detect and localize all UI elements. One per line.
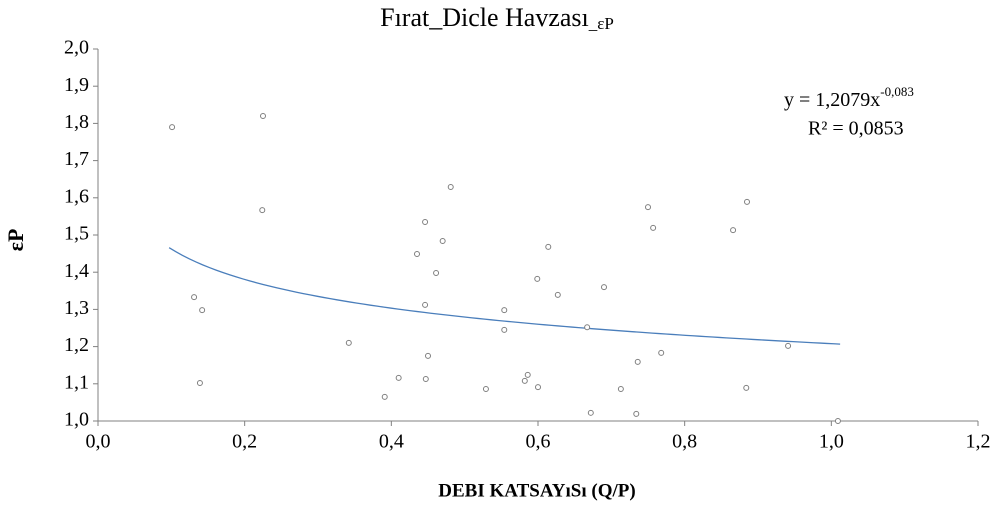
point (425, 352, 431, 359)
point (196, 380, 203, 387)
point (744, 198, 750, 205)
title-main: Fırat_Dicle Havzası (380, 3, 589, 32)
point (743, 384, 750, 391)
x-axis-label: DEBI KATSAYıSı (Q/P) (438, 480, 635, 501)
point (545, 243, 552, 250)
x-tick-label: 0,8 (672, 431, 697, 453)
point (584, 324, 591, 331)
point (414, 250, 420, 257)
point (617, 386, 624, 393)
trendline (168, 247, 841, 345)
y-tick-label: 1,0 (64, 409, 89, 431)
equation-exponent: -0,083 (880, 84, 914, 99)
title-subscript: _εP (588, 14, 614, 33)
y-axis-label: εP (3, 229, 28, 252)
point (834, 418, 841, 424)
y-tick-label: 1,4 (64, 260, 89, 282)
x-tick-label: 0,4 (379, 431, 404, 453)
point (633, 410, 640, 417)
equation: y = 1,2079x (784, 89, 880, 111)
point (395, 374, 402, 381)
point (601, 284, 607, 291)
point (259, 207, 266, 214)
point (433, 269, 440, 276)
y-tick-label: 1,1 (64, 371, 89, 393)
point (482, 386, 489, 393)
point (422, 375, 429, 382)
point (191, 294, 198, 301)
point (535, 384, 541, 391)
point (501, 326, 508, 333)
point (554, 291, 561, 298)
point (501, 307, 508, 314)
y-tick-label: 1,6 (64, 185, 89, 207)
y-tick-label: 1,9 (64, 74, 89, 96)
trend-equation: y = 1,2079x-0,083 (784, 84, 914, 111)
y-tick-label: 2,0 (64, 37, 89, 59)
point (730, 227, 737, 234)
x-tick-label: 0,0 (86, 431, 111, 453)
point (260, 112, 266, 119)
x-tick-label: 0,2 (232, 431, 257, 453)
point (524, 371, 531, 378)
y-tick-label: 1,8 (64, 111, 89, 133)
point (422, 301, 429, 308)
point (447, 184, 454, 191)
y-tick-label: 1,5 (64, 223, 89, 245)
x-tick-label: 1,2 (966, 431, 991, 453)
r2-label: R² = 0,0853 (808, 118, 904, 140)
point (785, 342, 792, 349)
point (645, 204, 651, 211)
point (381, 393, 388, 400)
point (587, 409, 594, 416)
point (345, 339, 352, 346)
point (650, 224, 657, 231)
point (521, 377, 528, 384)
point (439, 237, 446, 244)
x-tick-label: 0,6 (526, 431, 551, 453)
point (634, 358, 641, 365)
point (169, 124, 176, 131)
point (422, 218, 429, 225)
y-tick-label: 1,3 (64, 297, 89, 319)
y-tick-label: 1,7 (64, 148, 89, 170)
y-tick-label: 1,2 (64, 334, 89, 356)
point (199, 307, 206, 314)
point (658, 349, 665, 356)
chart-title: Fırat_Dicle Havzası_εP (380, 3, 614, 33)
point (534, 275, 541, 282)
x-tick-label: 1,0 (819, 431, 844, 453)
